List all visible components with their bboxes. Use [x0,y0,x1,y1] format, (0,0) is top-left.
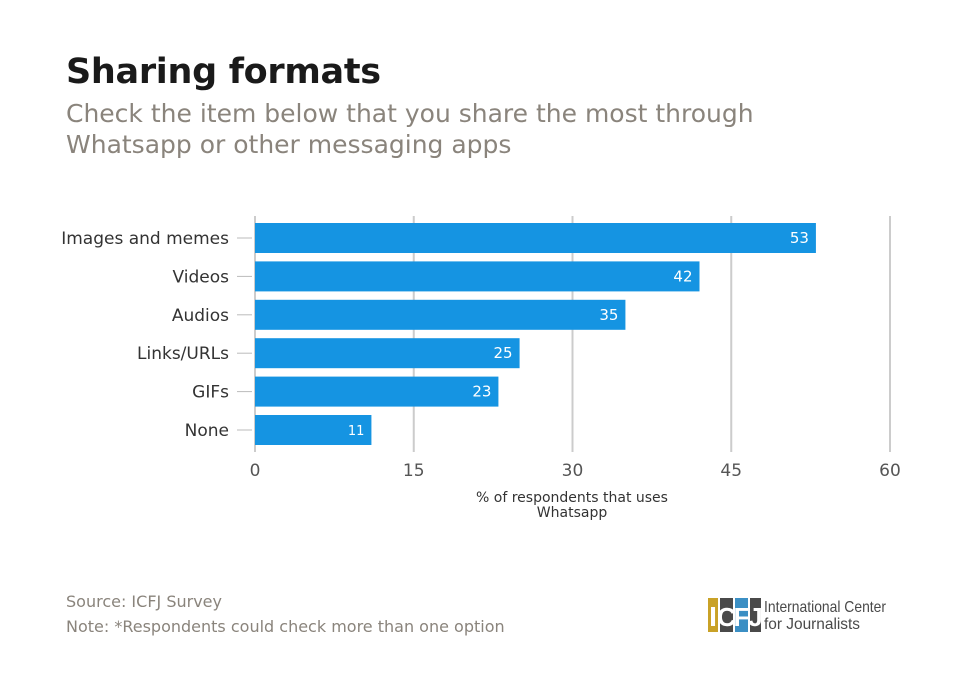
data-label-2: 35 [599,306,618,324]
logo-mark-icon: I C F J [708,598,763,632]
data-label-1: 42 [673,267,692,285]
footnote: Note: *Respondents could check more than… [66,617,505,636]
bar-0 [255,223,816,253]
data-label-4: 23 [472,383,491,401]
data-label-0: 53 [790,229,809,247]
data-label-3: 25 [493,344,512,362]
logo-text-line2: for Journalists [764,616,860,633]
chart-subtitle: Check the item below that you share the … [66,99,754,159]
bar-4 [255,376,499,407]
logo-letter-i: I [709,601,717,632]
category-label-4: GIFs [192,383,229,403]
x-tick-label-2: 30 [562,461,584,481]
chart-title: Sharing formats [66,52,381,92]
bar-3 [255,338,520,369]
category-label-2: Audios [172,306,229,326]
icfj-logo: I C F J International Center for Journal… [708,598,887,633]
category-label-0: Images and memes [61,229,229,249]
logo-letter-f: F [734,602,750,632]
x-tick-label-3: 45 [720,461,742,481]
logo-letter-j: J [748,602,762,632]
source-note: Source: ICFJ Survey [66,592,222,611]
bar-5 [255,415,372,445]
data-label-5: 11 [348,424,365,439]
x-axis-title: % of respondents that uses Whatsapp [476,490,668,521]
logo-letter-c: C [717,602,736,632]
bar-2 [255,299,626,330]
x-tick-label-4: 60 [879,461,901,481]
x-tick-label-0: 0 [250,461,261,481]
bar-1 [255,261,700,292]
category-label-5: None [185,421,229,441]
logo-text-line1: International Center [764,599,887,616]
x-tick-label-1: 15 [403,461,425,481]
category-label-1: Videos [173,267,230,287]
category-label-3: Links/URLs [137,344,229,364]
